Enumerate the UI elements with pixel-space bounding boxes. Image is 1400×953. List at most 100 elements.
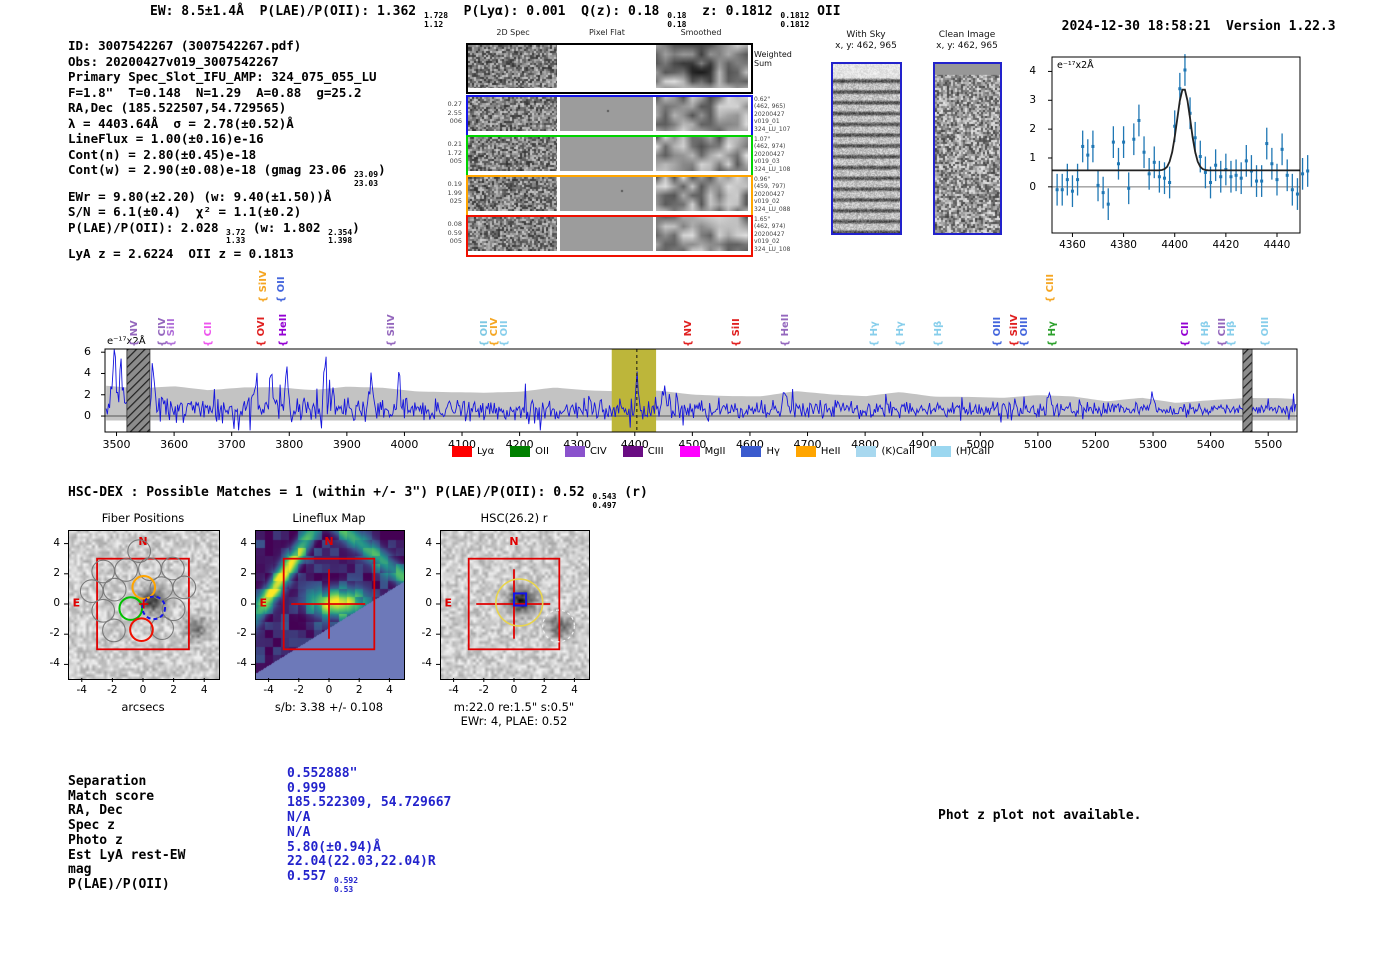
cutout-xtick: -4 xyxy=(263,684,274,696)
with-sky-title: With Sky x, y: 462, 965 xyxy=(835,30,897,51)
legend-swatch xyxy=(741,446,762,457)
svg-text:E: E xyxy=(73,596,81,609)
legend-label: (H)CaII xyxy=(955,446,991,457)
match-table-value: N/A xyxy=(287,824,311,840)
legend-item: HeII xyxy=(795,446,840,457)
cutout-xtick: -4 xyxy=(448,684,459,696)
clean-image-image xyxy=(933,62,1002,235)
clean-image-canvas xyxy=(935,64,1000,233)
spectrum-ytick: 2 xyxy=(84,387,91,401)
legend-swatch xyxy=(452,446,472,457)
spec2d-row-right-labels: 1.65" (462, 974) 20200427 v019_02 324_LU_108 xyxy=(754,216,791,253)
zoom-xtick: 4400 xyxy=(1161,239,1189,251)
header-timestamp: 2024-12-30 18:58:21 Version 1.22.3 xyxy=(1046,4,1336,34)
spec2d-strip xyxy=(466,215,753,257)
zoom-unit-annotation: e⁻¹⁷x2Å xyxy=(1057,60,1094,71)
spectrum-xtick: 5100 xyxy=(1023,438,1052,451)
spec2d-row-left-labels: 0.19 1.99 025 xyxy=(447,180,462,205)
spec2d-row-right-labels: 0.62" (462, 965) 20200427 v019_01 324_LU_107 xyxy=(754,96,791,133)
emission-line-label: { SiII xyxy=(731,318,743,347)
zoom-xtick: 4360 xyxy=(1059,239,1086,251)
cutout-xtick: 2 xyxy=(170,684,177,696)
stacked-value: 0.18 0.18 xyxy=(667,11,687,29)
cutout-ytick: -2 xyxy=(236,627,247,640)
spectrum-xtick: 3800 xyxy=(275,438,304,451)
line-fit-zoom-svg xyxy=(1048,54,1310,237)
cutout-caption-2: EWr: 4, PLAE: 0.52 xyxy=(460,714,568,728)
cutout-title: Fiber Positions xyxy=(101,511,185,525)
cutout-caption: s/b: 3.38 +/- 0.108 xyxy=(274,700,384,714)
cutout-title: Lineflux Map xyxy=(292,511,366,525)
match-table-label: P(LAE)/P(OII) xyxy=(68,876,170,892)
match-table-label: Est LyA rest-EW xyxy=(68,847,186,863)
weighted-sum-label: Weighted Sum xyxy=(754,50,792,68)
cutout-ytick: 4 xyxy=(53,536,60,549)
cutout-ytick: 2 xyxy=(240,566,247,579)
spec2d-image xyxy=(656,137,748,171)
legend-swatch xyxy=(564,446,585,457)
spectrum-ytick: 0 xyxy=(84,409,91,423)
legend-item: (H)CaII xyxy=(930,446,991,457)
stacked-value: 3.72 1.33 xyxy=(226,227,246,246)
cutout-ytick: -4 xyxy=(421,657,432,670)
info-line-8: Cont(w) = 2.90(±0.08)e-18 (gmag 23.06 23… xyxy=(68,162,386,188)
spectrum-xtick: 3600 xyxy=(160,438,189,451)
lineflux_map-overlay: NE xyxy=(251,535,390,682)
cutout-xtick: 0 xyxy=(510,684,518,696)
emission-line-label: { HeII xyxy=(779,313,791,347)
spectrum-legend: Lyα OII CIV CIII MgII Hγ HeII (K)CaII (H)CaII xyxy=(452,446,990,457)
cutout-xtick: 0 xyxy=(325,684,333,696)
spectrum-xtick: 5300 xyxy=(1139,438,1168,451)
emission-line-label: { OIII xyxy=(1259,316,1271,347)
match-table-value: 0.999 xyxy=(287,780,327,796)
fiber_positions-overlay: NE xyxy=(64,535,205,682)
emission-line-label: { Hβ xyxy=(1225,320,1237,347)
zoom-xtick: 4420 xyxy=(1212,239,1240,251)
cutout-xtick: -2 xyxy=(293,684,305,696)
info-line-7: Cont(n) = 2.80(±0.45)e-18 xyxy=(68,146,257,162)
spectrum-unit-annotation: e⁻¹⁷x2Å xyxy=(107,336,146,347)
info-line-5: λ = 4403.64Å σ = 2.78(±0.52)Å xyxy=(68,115,294,131)
spec2d-row-right-labels: 0.96" (459, 797) 20200427 v019_02 324_LU_088 xyxy=(754,176,791,213)
spec2d-image xyxy=(656,217,748,251)
stacked-value: 1.728 1.12 xyxy=(423,11,449,29)
emission-line-label: { OIII xyxy=(1019,316,1031,347)
header-summary: EW: 8.5±1.4Å P(LAE)/P(OII): 1.362 1.728 1… xyxy=(150,4,841,29)
zoom-ytick: 3 xyxy=(1029,94,1036,107)
spec2d-image xyxy=(560,97,653,131)
spectrum-ytick: 4 xyxy=(84,366,91,380)
spec2d-image xyxy=(468,137,557,171)
emission-line-label: { NV xyxy=(128,320,140,347)
cutout-ytick: 0 xyxy=(240,597,247,609)
clean-image-title: Clean Image x, y: 462, 965 xyxy=(936,30,998,51)
emission-line-label: { Hγ xyxy=(869,321,881,347)
spec2d-col-header: Pixel Flat xyxy=(589,28,625,37)
legend-swatch xyxy=(679,446,700,457)
info-line-3: F=1.8" T=0.148 N=1.29 A=0.88 g=25.2 xyxy=(68,84,362,100)
spec2d-image xyxy=(560,45,653,88)
legend-label: OII xyxy=(535,446,549,457)
emission-line-label: { OII xyxy=(276,276,288,303)
zoom-xtick: 4380 xyxy=(1110,239,1137,251)
legend-item: OII xyxy=(510,446,549,457)
legend-swatch xyxy=(930,446,951,457)
cutout-xtick: 2 xyxy=(540,684,548,696)
svg-text:N: N xyxy=(324,535,333,548)
legend-swatch xyxy=(510,446,531,457)
cutout-xtick: 2 xyxy=(355,684,363,696)
spec2d-strip xyxy=(466,135,753,177)
stacked-value: 23.09 23.03 xyxy=(353,170,379,188)
hsc-dex-summary: HSC-DEX : Possible Matches = 1 (within +… xyxy=(68,485,648,510)
match-table-label: mag xyxy=(68,862,92,878)
legend-label: (K)CaII xyxy=(881,446,915,457)
report-datetime: 2024-12-30 18:58:21 xyxy=(1061,19,1211,34)
svg-text:N: N xyxy=(138,535,147,548)
cutout-image xyxy=(255,530,405,680)
cutout-ytick: -4 xyxy=(49,657,60,670)
zoom-xtick: 4440 xyxy=(1263,239,1291,251)
emission-line-label: { OII xyxy=(498,320,510,347)
emission-line-label: { Hβ xyxy=(932,320,944,347)
cutout-xtick: 4 xyxy=(200,684,208,696)
cutout-ytick: -4 xyxy=(236,657,247,670)
spec2d-strip xyxy=(466,43,753,94)
